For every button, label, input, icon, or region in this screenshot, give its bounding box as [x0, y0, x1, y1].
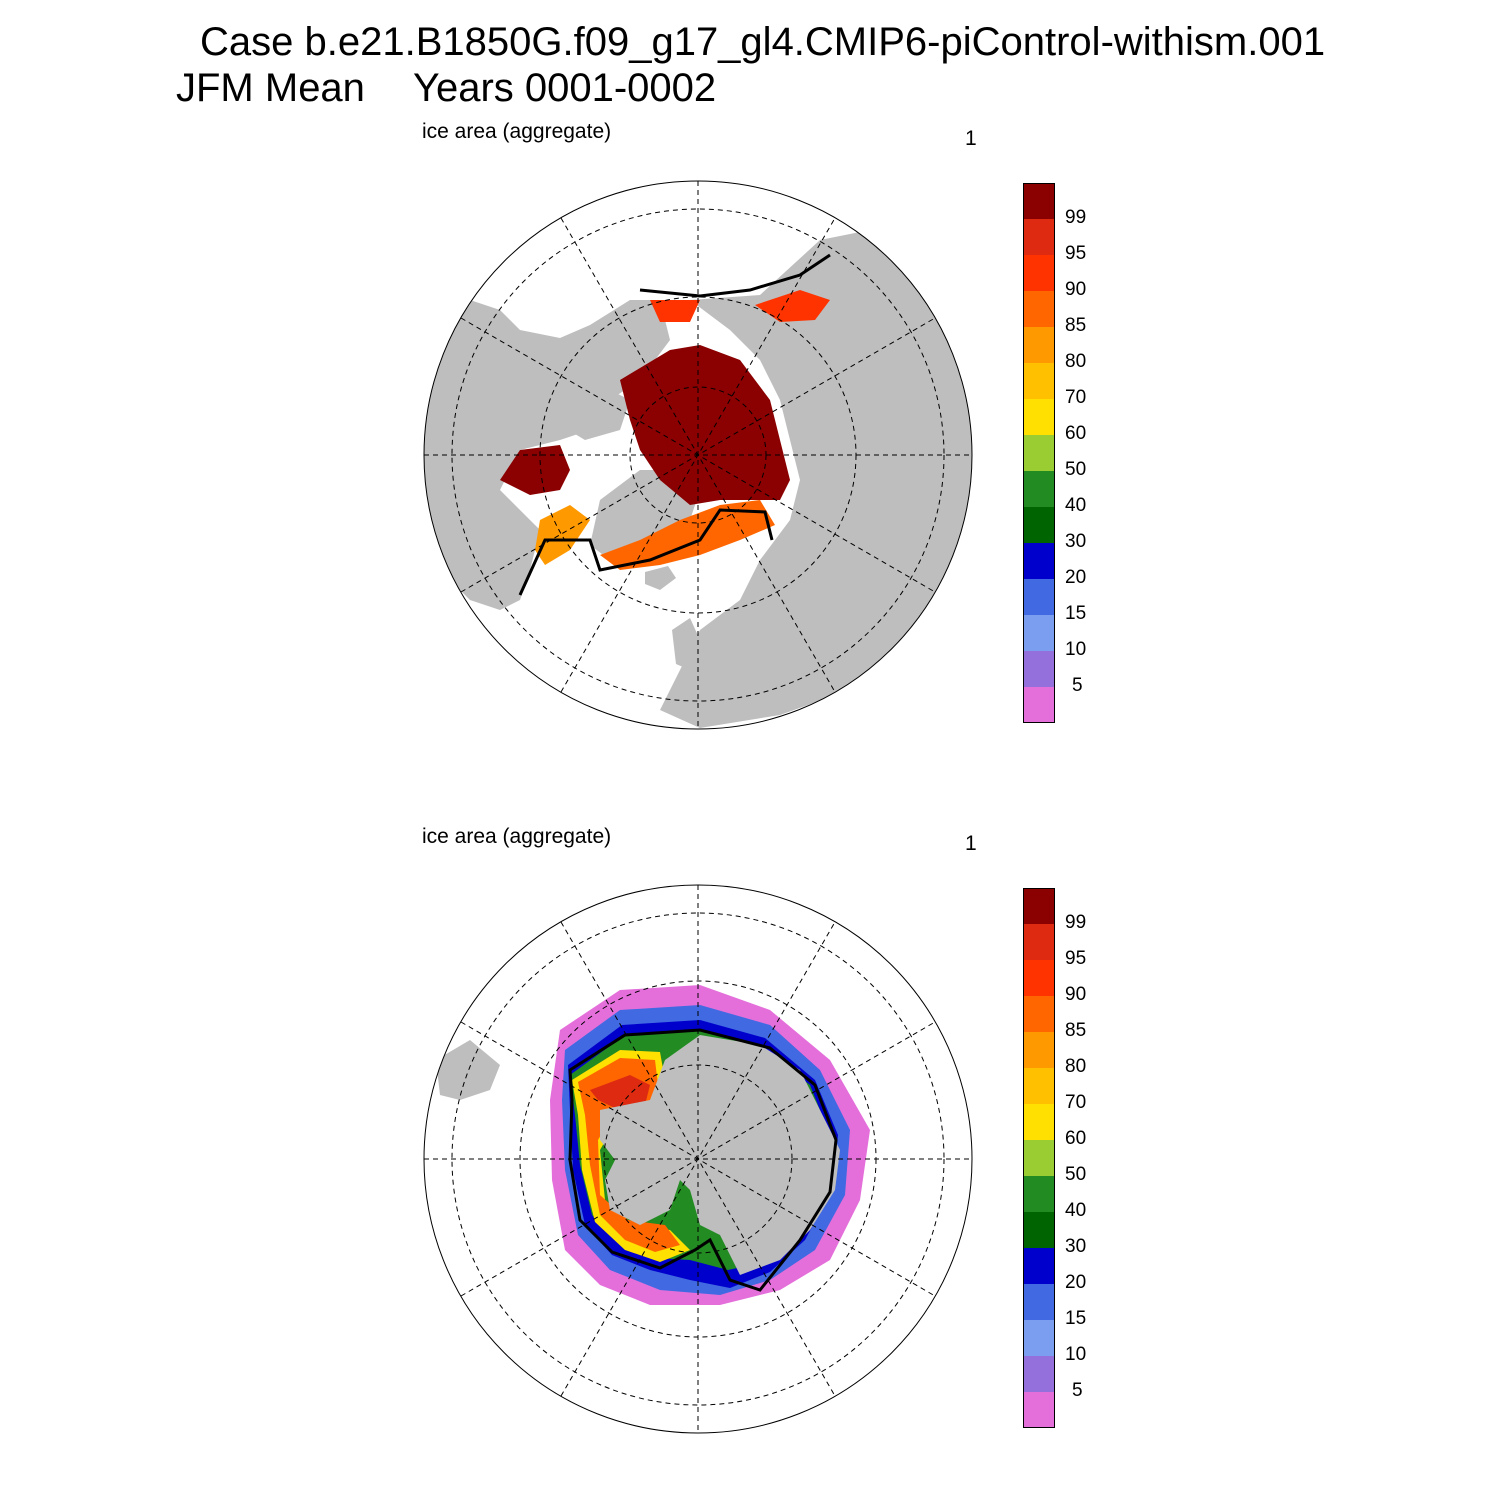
colorbar-tick-label: 5	[1072, 675, 1083, 696]
colorbar-tick-label: 40	[1065, 1200, 1087, 1221]
colorbar-tick-label: 95	[1065, 243, 1087, 264]
arctic-map	[423, 180, 973, 730]
north-panel-label: ice area (aggregate)	[422, 120, 612, 143]
page-subtitle: JFM Mean Years 0001-0002	[176, 66, 716, 110]
north-america-land	[424, 300, 670, 610]
south-panel-number: 1	[965, 832, 977, 855]
colorbar-tick-label: 15	[1065, 603, 1087, 624]
years-label: Years 0001-0002	[412, 66, 717, 110]
hudson-bay-ice	[500, 445, 570, 495]
antarctic-map-border	[423, 884, 973, 1434]
colorbar-frame	[1023, 183, 1055, 723]
antarctic-ice-edge-line	[568, 1028, 838, 1292]
colorbar-swatch	[1023, 291, 1055, 327]
eurasia-land	[660, 230, 972, 728]
colorbar-swatch	[1023, 1104, 1055, 1140]
arctic-ice-pack	[620, 345, 790, 505]
season-label: JFM Mean	[176, 66, 365, 110]
colorbar-tick-label: 30	[1065, 1236, 1087, 1257]
weddell-ice-95	[590, 1075, 650, 1108]
antarctic-map	[423, 884, 973, 1434]
colorbar-tick-label: 99	[1065, 912, 1087, 933]
okhotsk-ice	[755, 290, 830, 322]
labrador-ice-gradient	[535, 505, 590, 565]
colorbar-tick-label: 20	[1065, 567, 1087, 588]
colorbar-tick-label: 50	[1065, 459, 1087, 480]
colorbar-swatch	[1023, 471, 1055, 507]
colorbar-tick-label: 70	[1065, 1092, 1087, 1113]
page-title: Case b.e21.B1850G.f09_g17_gl4.CMIP6-piCo…	[200, 20, 1325, 64]
antarctica-land	[600, 1035, 840, 1275]
arctic-graticule	[424, 181, 972, 729]
british-isles-land	[672, 618, 700, 670]
colorbar-tick-label: 85	[1065, 1020, 1087, 1041]
colorbar-tick-label: 90	[1065, 279, 1087, 300]
north-panel-number: 1	[965, 127, 977, 150]
colorbar-tick-label: 60	[1065, 1128, 1087, 1149]
colorbar-tick-label: 15	[1065, 1308, 1087, 1329]
colorbar-tick-label: 85	[1065, 315, 1087, 336]
colorbar-swatch	[1023, 219, 1055, 255]
south-panel-label: ice area (aggregate)	[422, 825, 612, 848]
colorbar-tick-label: 95	[1065, 948, 1087, 969]
colorbar-tick-label: 20	[1065, 1272, 1087, 1293]
antarctic-graticule	[424, 885, 972, 1433]
arctic-islands-land	[560, 385, 630, 440]
colorbar-swatch	[1023, 255, 1055, 291]
arctic-map-border	[423, 180, 973, 730]
okhotsk-ice-edge-line	[639, 253, 831, 298]
arctic-ice-edge-line	[518, 508, 774, 596]
colorbar-tick-label: 5	[1072, 1380, 1083, 1401]
atlantic-ice-gradient	[600, 500, 775, 570]
colorbar-tick-label: 50	[1065, 1164, 1087, 1185]
colorbar-tick-label: 80	[1065, 1056, 1087, 1077]
colorbar-tick-label: 10	[1065, 639, 1087, 660]
colorbar-tick-label: 40	[1065, 495, 1087, 516]
colorbar-swatch	[1023, 183, 1055, 219]
bering-ice	[650, 300, 700, 322]
iceland-land	[645, 566, 676, 590]
colorbar-tick-label: 80	[1065, 351, 1087, 372]
south-america-land	[436, 1040, 500, 1100]
colorbar-tick-label: 10	[1065, 1344, 1087, 1365]
colorbar-tick-label: 90	[1065, 984, 1087, 1005]
colorbar-tick-label: 99	[1065, 207, 1087, 228]
antarctic-ice-90	[578, 1058, 680, 1252]
case-title: Case b.e21.B1850G.f09_g17_gl4.CMIP6-piCo…	[200, 20, 1326, 64]
colorbar-tick-label: 60	[1065, 423, 1087, 444]
colorbar-frame	[1023, 888, 1055, 1428]
colorbar-tick-label: 70	[1065, 387, 1087, 408]
colorbar-tick-label: 30	[1065, 531, 1087, 552]
